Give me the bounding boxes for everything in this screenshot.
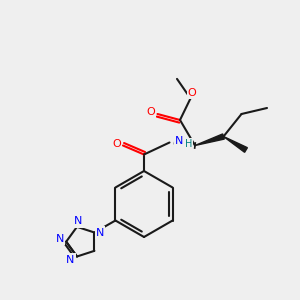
Text: N: N <box>74 216 83 226</box>
Text: O: O <box>112 139 121 149</box>
Polygon shape <box>224 136 248 152</box>
Text: N: N <box>96 227 104 238</box>
Text: N: N <box>56 234 64 244</box>
Text: H: H <box>185 139 193 149</box>
Text: O: O <box>188 88 196 98</box>
Text: O: O <box>146 106 155 117</box>
Text: N: N <box>175 136 183 146</box>
Text: N: N <box>66 254 75 265</box>
Polygon shape <box>195 134 224 146</box>
